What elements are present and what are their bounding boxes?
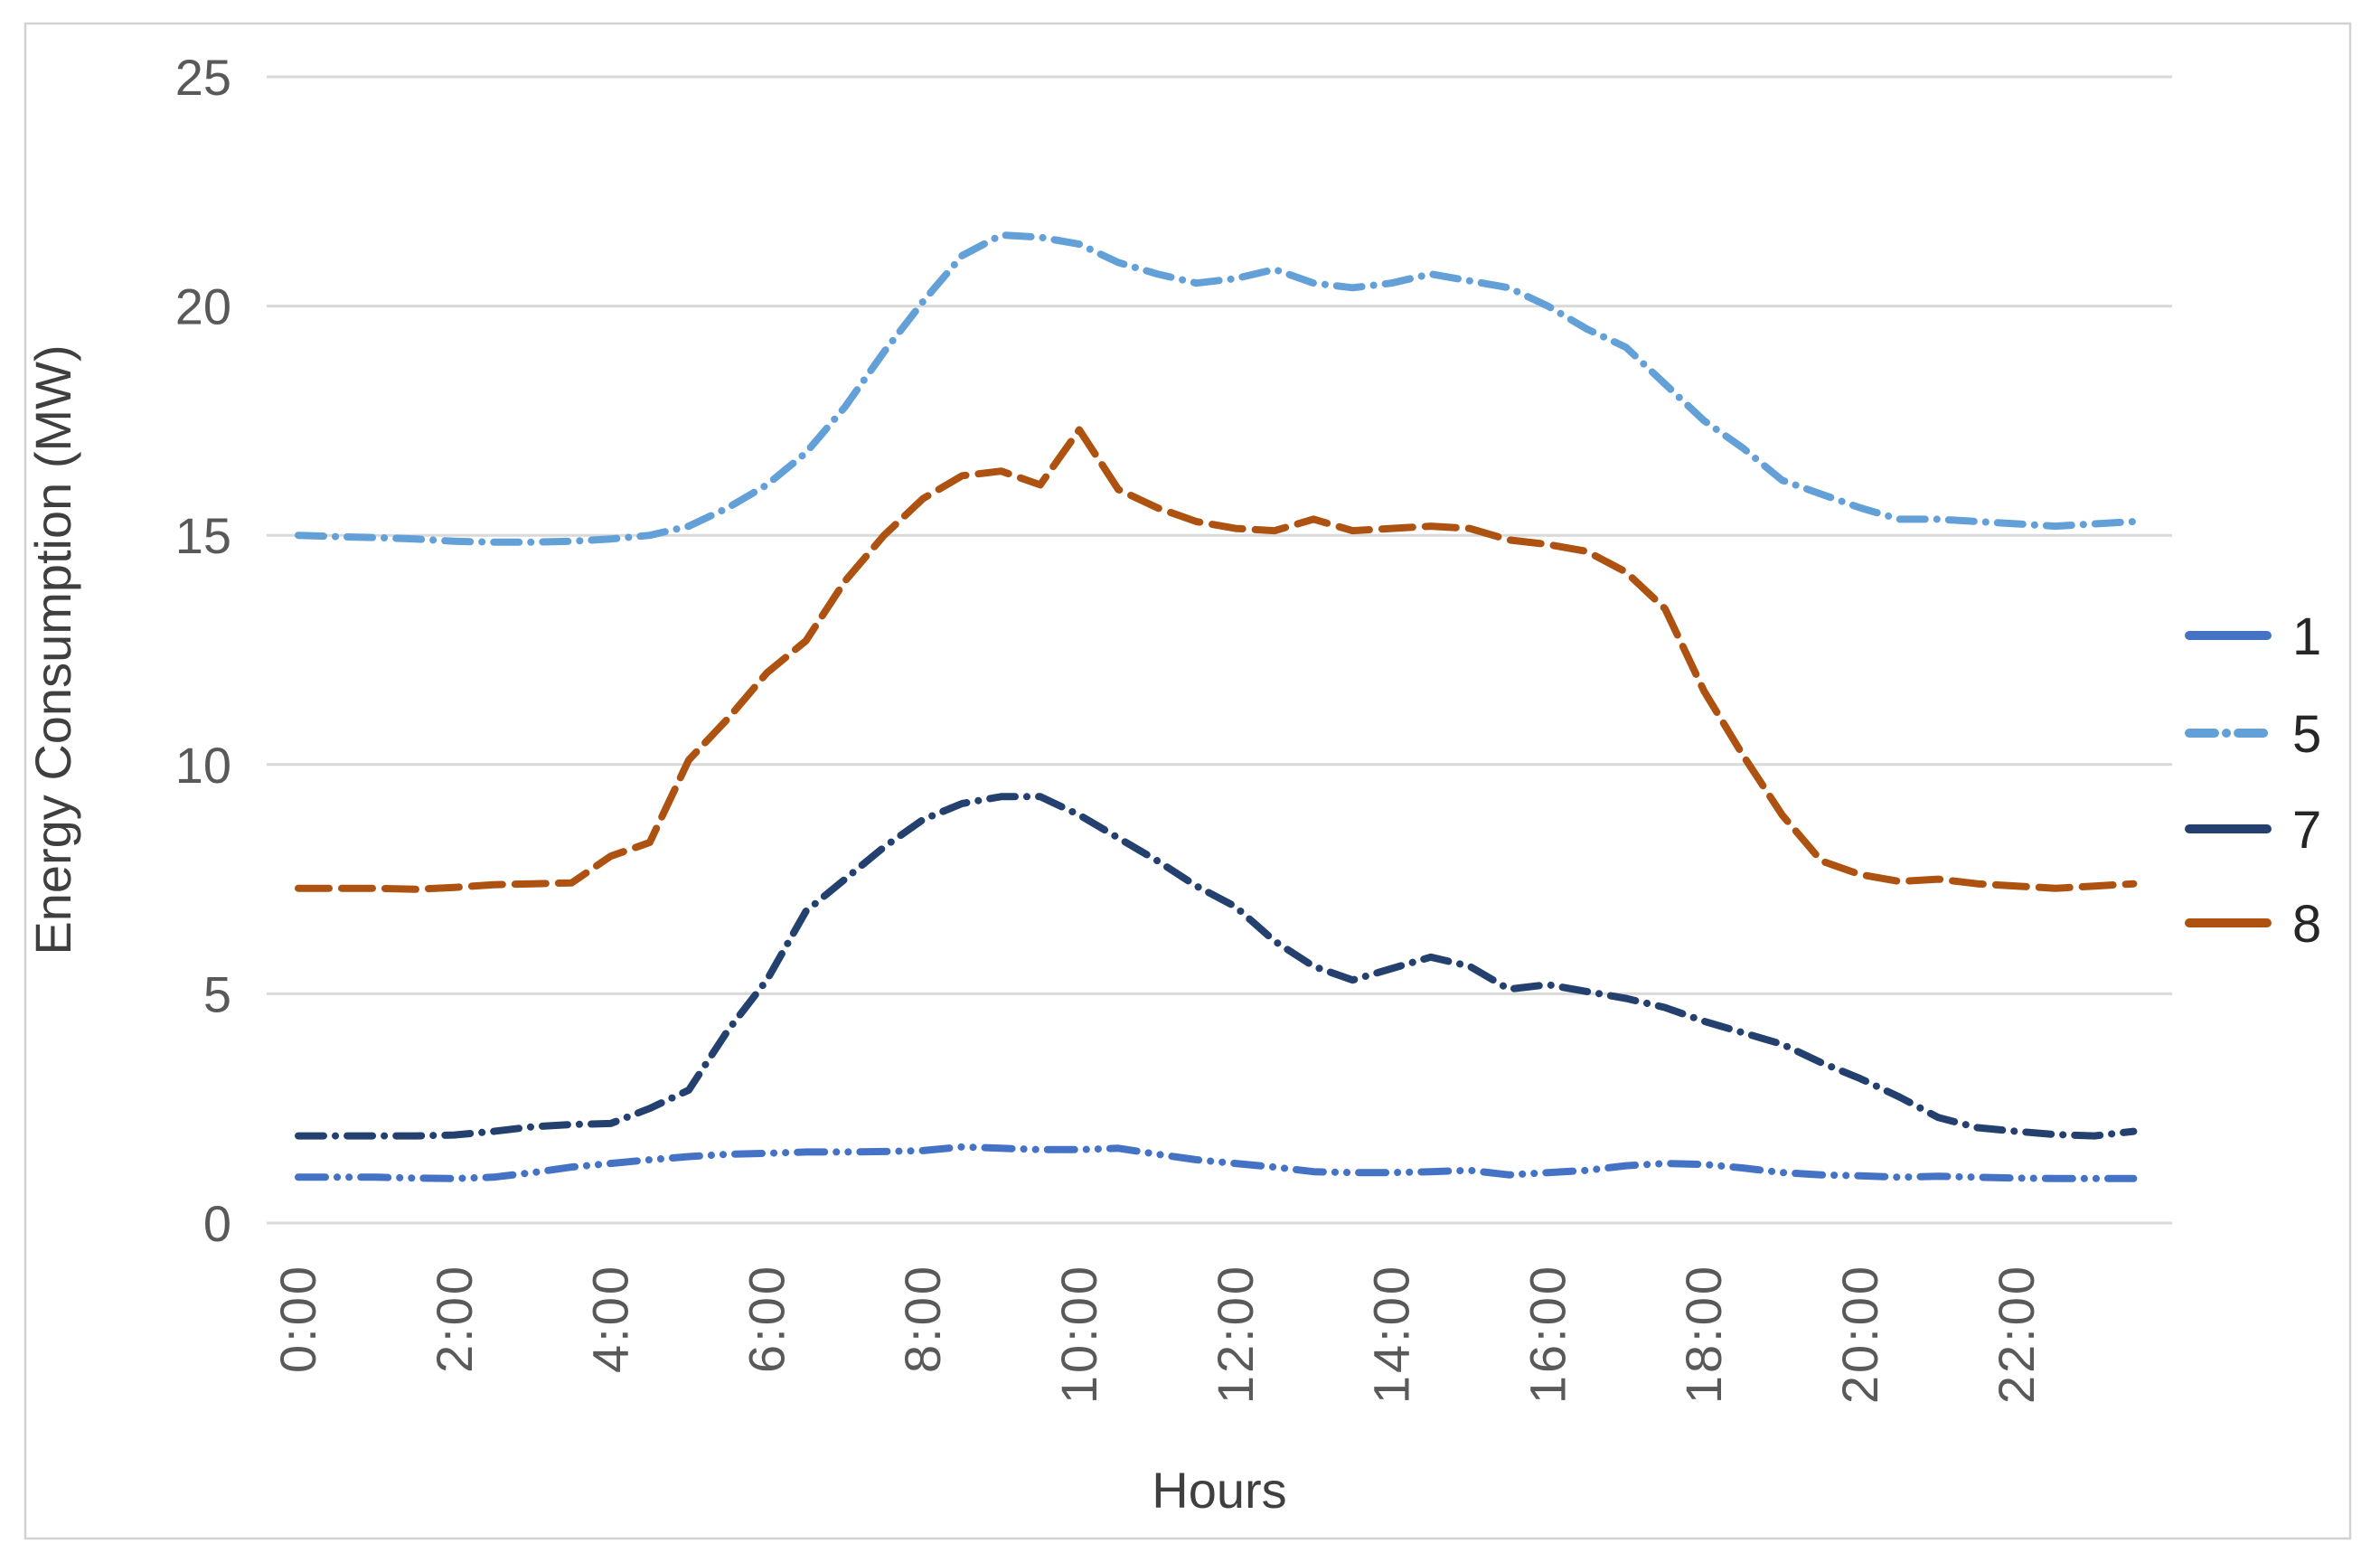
x-tick-label: 0:00 (269, 1264, 326, 1373)
x-tick-label: 18:00 (1675, 1264, 1732, 1404)
legend-label-7: 7 (2292, 801, 2321, 860)
legend-item-7: 7 (2185, 801, 2321, 860)
legend-label-1: 1 (2292, 607, 2321, 666)
gridlines (267, 75, 2172, 1225)
series-line-8 (295, 426, 2138, 893)
x-tick-label: 8:00 (894, 1264, 951, 1373)
series-lines (295, 231, 2138, 1182)
legend-item-5: 5 (2185, 705, 2321, 764)
y-tick-label: 10 (175, 737, 231, 794)
legend-item-1: 1 (2185, 607, 2321, 666)
x-tick-label: 2:00 (426, 1264, 483, 1373)
y-tick-label: 5 (203, 965, 231, 1022)
y-tick-label: 25 (175, 49, 231, 106)
x-tick-label: 6:00 (738, 1264, 795, 1373)
y-axis-title: Energy Consumption (MW) (24, 344, 81, 955)
x-tick-label: 14:00 (1363, 1264, 1420, 1404)
x-tick-label: 16:00 (1519, 1264, 1576, 1404)
x-tick-label: 20:00 (1831, 1264, 1888, 1404)
x-axis-tick-labels: 0:00 2:00 4:00 6:00 8:00 10:00 12:00 14:00 16:00… (269, 1264, 2045, 1404)
series-line-7 (295, 793, 2138, 1140)
y-tick-label: 0 (203, 1195, 231, 1252)
y-tick-label: 20 (175, 278, 231, 335)
legend-item-8: 8 (2185, 895, 2321, 954)
x-tick-label: 12:00 (1207, 1264, 1264, 1404)
series-line-5 (295, 231, 2138, 546)
x-axis-title: Hours (1152, 1462, 1286, 1519)
legend-label-8: 8 (2292, 895, 2321, 954)
figure-border (24, 22, 2352, 1540)
x-tick-label: 10:00 (1050, 1264, 1107, 1404)
legend-label-5: 5 (2292, 705, 2321, 764)
y-tick-label: 15 (175, 507, 231, 564)
x-tick-label: 22:00 (1988, 1264, 2045, 1404)
x-tick-label: 4:00 (582, 1264, 639, 1373)
y-axis-tick-labels: 0 5 10 15 20 25 (175, 49, 231, 1252)
